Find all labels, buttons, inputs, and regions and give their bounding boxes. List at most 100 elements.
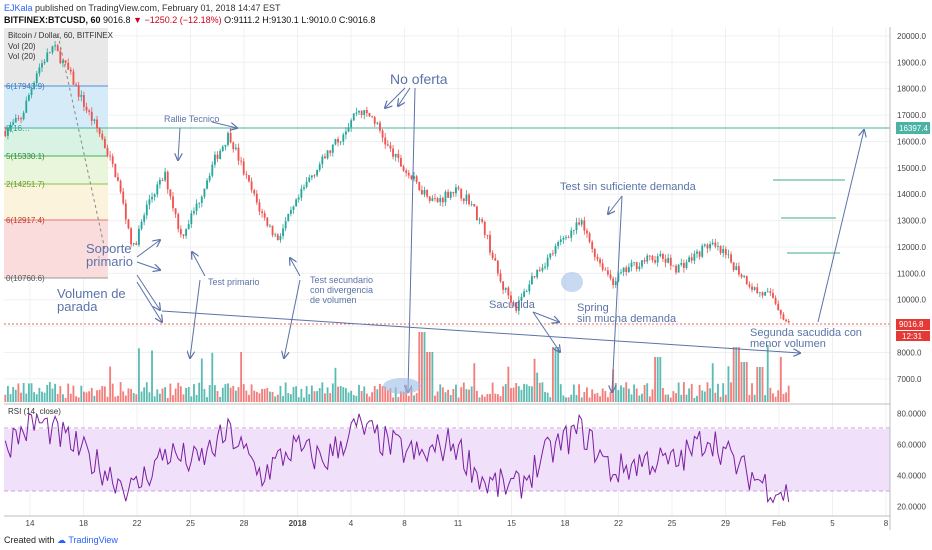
volume-bar xyxy=(30,383,33,402)
candle-body xyxy=(9,124,12,129)
volume-bar xyxy=(219,396,222,402)
volume-bar xyxy=(528,386,531,402)
time-tick-label: 28 xyxy=(240,519,249,528)
price-tick-label: 13000.0 xyxy=(897,217,926,226)
time-tick-label: 22 xyxy=(133,519,142,528)
volume-bar xyxy=(109,366,112,402)
volume-bar xyxy=(56,394,59,402)
volume-bar xyxy=(14,389,17,402)
level-price-tag xyxy=(896,122,930,134)
volume-bar xyxy=(772,393,774,402)
volume-bar xyxy=(630,394,633,402)
vol-legend-1[interactable]: Vol (20) xyxy=(8,42,36,51)
volume-bar xyxy=(41,391,43,402)
volume-bar xyxy=(54,383,57,402)
candle-body xyxy=(706,244,709,249)
symbol: BITFINEX:BTCUSD, 60 xyxy=(4,15,101,25)
rsi-legend[interactable]: RSI (14, close) xyxy=(8,407,61,416)
volume-bar xyxy=(706,382,709,402)
candle-body xyxy=(400,158,402,167)
volume-bar xyxy=(227,383,229,402)
candle-body xyxy=(300,188,303,198)
volume-bar xyxy=(101,385,104,402)
candle-body xyxy=(737,266,740,275)
candle-body xyxy=(557,242,560,247)
price-tick-label: 20000.0 xyxy=(897,32,926,41)
volume-bar xyxy=(565,397,567,402)
candle-body xyxy=(310,175,313,178)
candle-body xyxy=(761,292,764,296)
volume-bar xyxy=(415,393,418,402)
volume-bar xyxy=(737,347,740,402)
rsi-axis[interactable]: 20.0000 40.0000 60.0000 80.0000 xyxy=(897,410,926,512)
time-tick-label: 14 xyxy=(26,519,35,528)
candle-body xyxy=(764,291,767,296)
volume-bar xyxy=(441,387,444,402)
candle-body xyxy=(656,256,659,263)
volume-bar xyxy=(659,357,662,402)
volume-bar xyxy=(787,385,790,402)
candle-body xyxy=(496,260,499,274)
volume-bar xyxy=(575,394,578,402)
volume-bar xyxy=(106,396,109,402)
candle-body xyxy=(174,208,177,215)
candle-body xyxy=(376,122,379,124)
volume-bar xyxy=(242,384,245,402)
volume-bar xyxy=(722,383,725,402)
candle-body xyxy=(696,251,698,254)
volume-bar xyxy=(88,391,91,402)
candle-body xyxy=(688,257,691,263)
volume-bar xyxy=(342,387,345,402)
volume-bar xyxy=(641,393,643,402)
candle-body xyxy=(682,263,685,268)
candle-body xyxy=(386,144,389,146)
candle-body xyxy=(38,67,41,74)
candle-body xyxy=(714,242,717,247)
candle-body xyxy=(745,276,748,285)
vol-legend-2[interactable]: Vol (20) xyxy=(8,52,36,61)
candle-body xyxy=(258,202,261,212)
candle-body xyxy=(43,61,46,64)
countdown-tag xyxy=(896,331,930,341)
candle-body xyxy=(544,266,546,268)
candle-body xyxy=(394,153,397,157)
candle-body xyxy=(418,181,421,191)
note-menor-volumen: menor volumen xyxy=(750,338,826,350)
footer-brand[interactable]: TradingView xyxy=(68,535,118,545)
candle-body xyxy=(313,175,316,177)
candle-body xyxy=(546,257,549,267)
candle-body xyxy=(224,144,227,147)
volume-bar xyxy=(455,384,457,402)
volume-bar xyxy=(481,394,484,402)
volume-bar xyxy=(75,396,77,402)
candle-body xyxy=(567,237,570,239)
candle-body xyxy=(620,272,622,273)
volume-bar xyxy=(515,383,518,402)
candle-body xyxy=(426,190,429,197)
candle-body xyxy=(232,142,235,150)
volume-bar xyxy=(392,397,394,402)
volume-bar xyxy=(93,395,96,402)
candle-body xyxy=(405,170,408,173)
volume-bar xyxy=(292,387,295,402)
time-tick-label: 25 xyxy=(668,519,677,528)
volume-bar xyxy=(460,387,463,402)
volume-bar xyxy=(601,388,604,402)
volume-bar xyxy=(232,385,235,402)
candle-body xyxy=(785,319,787,322)
candle-body xyxy=(428,196,431,201)
volume-bar xyxy=(533,358,536,402)
author-link[interactable]: EJKala xyxy=(4,3,33,13)
candle-body xyxy=(17,118,20,119)
candle-body xyxy=(578,222,581,225)
series-title[interactable]: Bitcoin / Dollar, 60, BITFINEX xyxy=(8,31,113,40)
candle-body xyxy=(161,179,164,181)
volume-bar xyxy=(310,385,313,402)
time-axis[interactable]: 14 18 22 25 28 2018 4 8 11 15 18 22 25 29 Feb 5 8 xyxy=(26,519,889,528)
volume-bar xyxy=(777,390,780,402)
volume-bar xyxy=(166,397,169,402)
volume-bar xyxy=(698,384,701,402)
candle-body xyxy=(266,217,269,226)
volume-bar xyxy=(559,384,562,402)
